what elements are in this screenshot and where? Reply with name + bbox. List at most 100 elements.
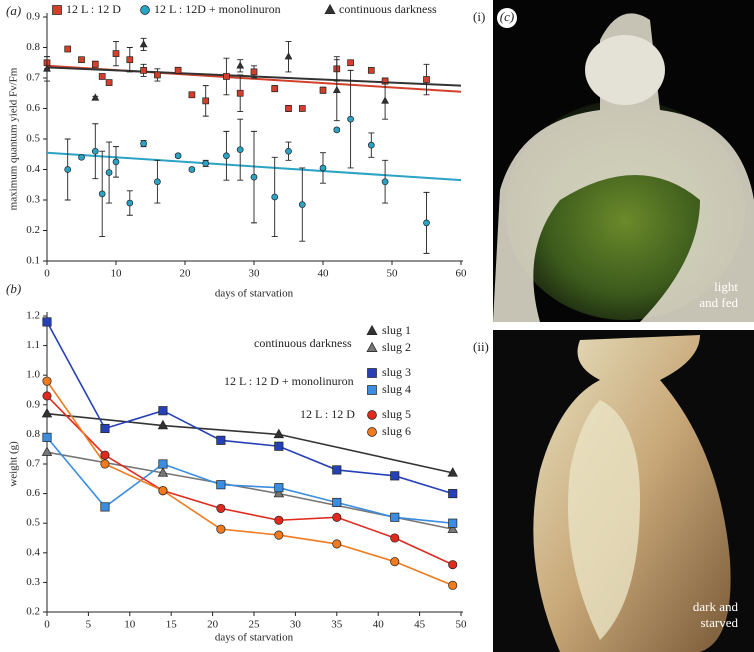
marker [448,518,458,528]
marker [126,199,134,207]
marker [250,173,258,181]
marker [64,166,72,173]
marker [298,105,306,112]
marker [98,190,106,198]
x-tick-label: 40 [373,619,385,631]
y-tick-label: 0.6 [26,487,40,499]
marker [223,152,230,160]
photo-caption: starved [700,615,738,630]
marker [140,140,147,147]
y-tick-label: 0.8 [26,41,40,53]
marker [273,487,285,498]
x-tick-label: 50 [387,268,399,280]
x-tick-label: 25 [249,619,261,631]
photo-light-fed [493,0,754,322]
x-axis-label: days of starvation [215,288,294,300]
marker [42,391,52,401]
x-tick-label: 60 [456,268,468,280]
marker [188,91,196,99]
marker [367,67,375,74]
marker [390,557,400,567]
marker [347,115,354,123]
marker [216,503,226,513]
marker [42,376,52,386]
x-tick-label: 0 [44,268,50,280]
marker [43,64,51,72]
marker [274,441,284,451]
marker [174,67,182,74]
y-tick-label: 0.7 [26,458,40,470]
marker [236,146,244,154]
marker [423,76,430,83]
marker [216,435,226,445]
legend-label: slug 6 [382,424,411,438]
marker [158,459,168,469]
marker [236,89,244,97]
marker [41,446,53,456]
marker [188,166,196,173]
marker [126,56,134,64]
x-tick-label: 45 [414,619,426,631]
y-tick-label: 0.2 [26,606,40,618]
legend-marker [366,341,378,352]
data-line [46,436,453,524]
x-tick-label: 35 [331,619,343,631]
marker [112,50,120,57]
marker [223,73,230,80]
legend-label: slug 3 [382,365,411,379]
data-line [46,395,454,566]
y-tick-label: 0.4 [26,546,40,558]
marker [347,59,354,67]
x-tick-label: 15 [166,619,178,631]
marker [271,85,279,93]
marker [91,60,99,68]
marker [381,178,389,186]
x-tick-label: 5 [86,619,92,631]
marker [273,428,285,439]
annotation: continuous darkness [254,336,352,350]
legend-label: slug 4 [382,382,411,396]
marker [332,512,342,522]
marker [236,61,245,69]
marker [250,68,258,76]
marker [64,45,72,53]
legend-marker [140,5,150,15]
marker [332,497,342,508]
panel-badge [497,8,517,28]
marker [41,407,53,418]
photo-caption: light [714,279,738,294]
x-tick-label: 30 [290,619,302,631]
marker [319,86,327,94]
marker [298,201,306,208]
marker [112,158,120,166]
y-tick-label: 0.2 [26,224,40,236]
marker [139,40,148,48]
y-tick-label: 0.4 [26,163,40,175]
legend-label: slug 1 [382,323,411,337]
marker [448,489,458,499]
marker [333,126,341,134]
photo-caption: and fed [699,295,738,310]
marker [202,97,210,105]
legend-marker [324,3,336,14]
marker [78,153,85,161]
photo-dark-starved [493,330,754,652]
photo-caption: dark and [693,599,739,614]
photo-label: (i) [473,9,485,24]
y-tick-label: 0.3 [26,194,40,206]
marker [100,450,110,460]
photo-label: (ii) [473,339,489,354]
marker [390,533,400,543]
marker [202,160,210,167]
legend-label: 12 L : 12 D [66,2,121,16]
marker [284,52,293,60]
marker [42,317,52,327]
legend-marker [367,385,377,395]
legend-marker [367,410,377,420]
x-tick-label: 10 [124,619,136,631]
x-tick-label: 10 [111,268,123,280]
y-tick-label: 0.5 [26,517,40,529]
marker [78,56,85,64]
y-tick-label: 1.1 [26,339,40,351]
